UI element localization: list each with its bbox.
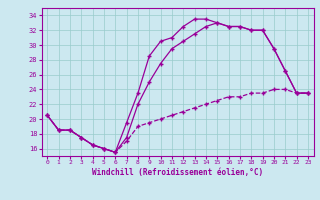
X-axis label: Windchill (Refroidissement éolien,°C): Windchill (Refroidissement éolien,°C) [92, 168, 263, 177]
